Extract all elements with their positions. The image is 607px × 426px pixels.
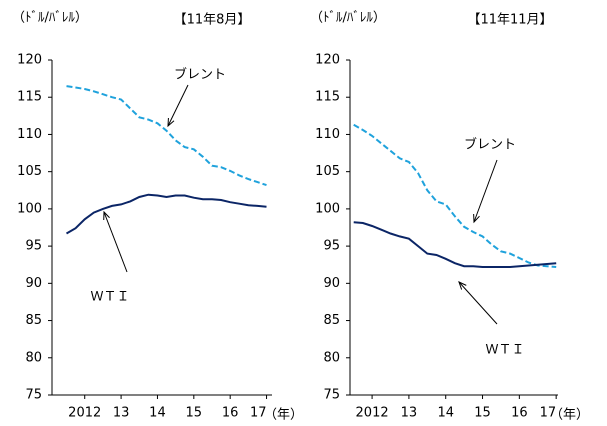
x-tick-label: 16: [511, 406, 528, 421]
y-tick-label: 110: [17, 127, 42, 142]
y-tick-label: 120: [315, 53, 340, 68]
arrow-head: [473, 213, 480, 224]
y-tick-label: 85: [323, 313, 340, 328]
y-tick-label: 75: [323, 388, 340, 403]
y-tick-label: 90: [25, 276, 42, 291]
annotation-arrow: [103, 211, 128, 273]
x-tick-label: 16: [222, 406, 239, 421]
y-tick-label: 85: [25, 313, 42, 328]
series-annotation: ブレント: [464, 137, 516, 153]
arrow-head: [103, 210, 110, 221]
x-tick-label: 13: [401, 406, 418, 421]
y-tick-label: 105: [17, 164, 42, 179]
y-tick-label: 95: [25, 239, 42, 254]
x-tick-label: 13: [113, 406, 130, 421]
y-tick-label: 80: [25, 350, 42, 365]
y-tick-label: 75: [25, 388, 42, 403]
y-tick-label: 100: [315, 201, 340, 216]
unit-label: （ﾄﾞﾙ/ﾊﾞﾚﾙ）: [310, 11, 386, 26]
y-tick-label: 115: [315, 90, 340, 105]
x-tick-label: 14: [437, 406, 454, 421]
y-tick-label: 105: [315, 164, 340, 179]
annotation-arrow: [167, 84, 189, 127]
series-line: [353, 123, 557, 268]
series-annotation: ブレント: [174, 67, 226, 83]
x-tick-label: 17: [250, 406, 267, 421]
y-tick-label: 80: [323, 350, 340, 365]
y-tick-label: 120: [17, 53, 42, 68]
unit-label: （ﾄﾞﾙ/ﾊﾞﾚﾙ）: [12, 11, 88, 26]
arrow-head: [458, 281, 467, 290]
x-axis-label: （年）: [264, 408, 303, 423]
annotation-arrow: [458, 281, 498, 325]
series-line: [353, 221, 557, 268]
y-tick-label: 90: [323, 276, 340, 291]
x-tick-label: 14: [149, 406, 166, 421]
series-annotation: ＷＴＩ: [485, 343, 524, 358]
series-line: [66, 85, 267, 187]
x-tick-label: 15: [474, 406, 491, 421]
x-tick-label: 2012: [68, 406, 101, 421]
y-tick-label: 100: [17, 201, 42, 216]
series-line: [65, 193, 267, 235]
x-tick-label: 2012: [356, 406, 389, 421]
x-tick-label: 17: [540, 406, 557, 421]
chart-title: 【11年8月】: [174, 13, 251, 28]
y-tick-label: 110: [315, 127, 340, 142]
series-annotation: ＷＴＩ: [90, 290, 129, 305]
y-tick-label: 115: [17, 90, 42, 105]
y-tick-label: 95: [323, 239, 340, 254]
x-axis-label: （年）: [550, 408, 589, 423]
annotation-arrow: [473, 159, 498, 223]
chart-title: 【11年11月】: [467, 13, 552, 28]
x-tick-label: 15: [186, 406, 203, 421]
arrow-head: [167, 117, 175, 128]
